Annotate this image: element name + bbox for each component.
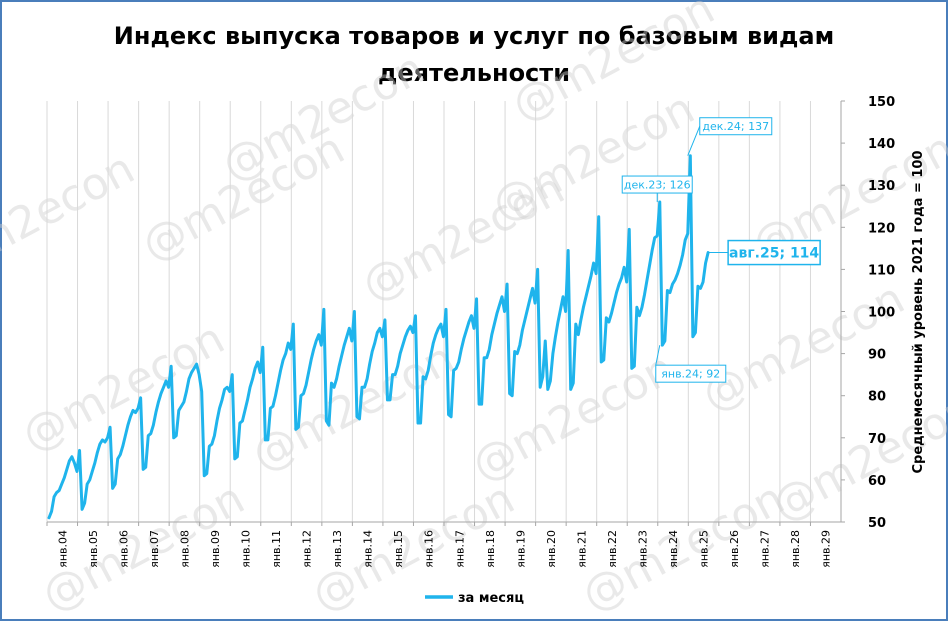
x-tick-label: янв.25	[698, 530, 711, 568]
x-tick-label: янв.18	[484, 530, 497, 568]
y-tick-label: 130	[868, 179, 895, 194]
x-tick-label: янв.21	[575, 530, 588, 568]
chart-title: Индекс выпуска товаров и услуг по базовы…	[0, 18, 948, 92]
series-line	[47, 154, 710, 520]
annotation-leader	[687, 126, 701, 156]
annotation-label: янв.24; 92	[661, 368, 720, 381]
x-tick-label: янв.22	[606, 530, 619, 568]
grid-layer	[46, 101, 842, 522]
x-tick-label: янв.20	[545, 530, 558, 568]
series-layer	[47, 154, 710, 520]
annotation-label: авг.25; 114	[729, 246, 819, 262]
x-tick-label: янв.26	[728, 530, 741, 568]
y-tick-label: 50	[868, 516, 886, 531]
x-tick-label: янв.12	[301, 530, 314, 568]
x-tick-label: янв.15	[392, 530, 405, 568]
y-tick-label: 110	[868, 263, 895, 278]
x-tick-label: янв.07	[148, 530, 161, 568]
x-tick-label: янв.10	[240, 530, 253, 568]
x-tick-label: янв.05	[87, 530, 100, 568]
x-tick-label: янв.14	[362, 530, 375, 568]
y-tick-label: 140	[868, 137, 895, 152]
y-tick-label: 120	[868, 221, 895, 236]
legend: за месяц	[425, 591, 524, 606]
chart-title-line-2: деятельности	[377, 59, 571, 87]
x-tick-label: янв.19	[514, 530, 527, 568]
x-tick-label: янв.09	[209, 530, 222, 568]
x-tick-label: янв.17	[453, 530, 466, 568]
x-tick-label: янв.27	[759, 530, 772, 568]
y-tick-label: 70	[868, 432, 886, 447]
x-tick-label: янв.08	[178, 530, 191, 568]
annotation-box	[727, 239, 821, 266]
legend-label: за месяц	[458, 591, 524, 606]
x-tick-label: янв.13	[331, 530, 344, 568]
y-axis-label: Среднемесячный уровень 2021 года = 100	[911, 150, 926, 473]
annotation-box	[655, 364, 727, 383]
chart-title-line-1: Индекс выпуска товаров и услуг по базовы…	[113, 22, 835, 50]
annotation-leader	[655, 345, 661, 366]
x-tick-label: янв.29	[820, 530, 833, 568]
annotation-box	[621, 175, 693, 194]
x-tick-label: янв.06	[117, 530, 130, 568]
annotation-layer: дек.23; 126 дек.24; 137 янв.24; 92 авг.25; …	[621, 117, 821, 383]
watermark-text: @m2econ	[0, 143, 143, 292]
x-tick-label: янв.11	[270, 530, 283, 568]
y-tick-label: 60	[868, 474, 886, 489]
annotation-label: дек.24; 137	[702, 120, 769, 133]
y-tick-label: 150	[868, 95, 895, 110]
x-tick-label: янв.28	[789, 530, 802, 568]
x-tick-label: янв.04	[56, 530, 69, 568]
x-tick-label: янв.23	[637, 530, 650, 568]
annotation-label: дек.23; 126	[624, 179, 691, 192]
y-tick-label: 90	[868, 348, 886, 363]
x-tick-label: янв.16	[423, 530, 436, 568]
x-tick-label: янв.24	[667, 530, 680, 568]
axis-layer: 50 60 70 80 90 100 110 120 130 140 150 янв.04 янв.05…	[46, 95, 895, 568]
y-tick-label: 80	[868, 390, 886, 405]
y-tick-label: 100	[868, 306, 895, 321]
annotation-box	[699, 117, 773, 136]
